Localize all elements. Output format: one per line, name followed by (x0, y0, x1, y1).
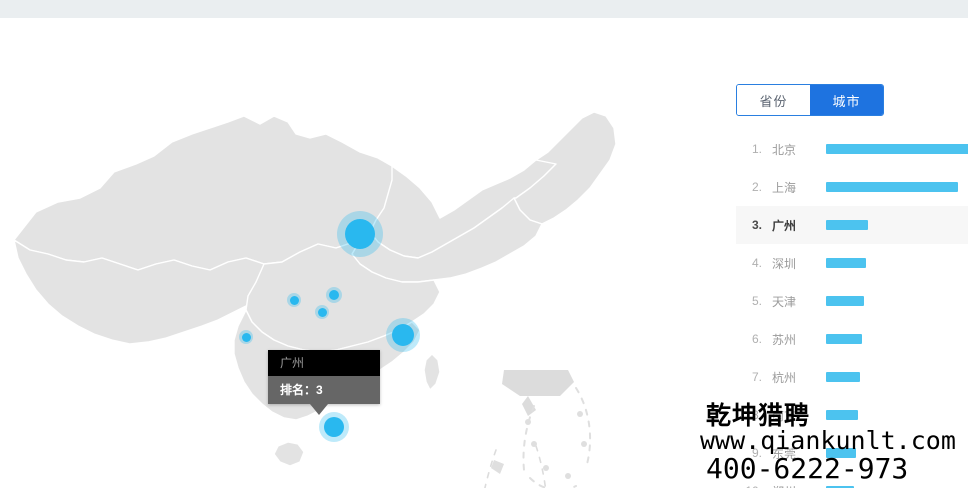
map-tooltip-title: 广州 (268, 350, 380, 376)
rank-row[interactable]: 3. 广州 (736, 206, 968, 244)
rank-city-name: 广州 (772, 218, 797, 233)
rank-city-name: 北京 (772, 142, 797, 157)
rank-city-name: 天津 (772, 294, 797, 309)
rank-bar-track (826, 182, 968, 192)
rank-row[interactable]: 9. 东莞 (736, 434, 968, 472)
rank-bar (826, 258, 866, 268)
rank-number: 7. (751, 370, 762, 384)
rank-bar (826, 448, 856, 458)
rank-city-name: 杭州 (772, 370, 797, 385)
rank-row[interactable]: 5. 天津 (736, 282, 968, 320)
rank-number: 4. (751, 256, 762, 270)
rank-bar (826, 372, 860, 382)
rank-bar-track (826, 448, 968, 458)
map-tooltip-arrow (310, 404, 328, 415)
rank-city-name: 上海 (772, 180, 797, 195)
rank-bar-track (826, 220, 968, 230)
rank-number: 3. (751, 218, 762, 232)
rank-city-name: 深圳 (772, 256, 797, 271)
rank-row[interactable]: 2. 上海 (736, 168, 968, 206)
rank-number: 8. (751, 408, 762, 422)
watermark-company: 乾坤猎聘 (706, 401, 811, 430)
tab-province[interactable]: 省份 (737, 85, 810, 115)
rank-bar (826, 486, 854, 488)
rank-number: 10. (736, 484, 762, 488)
map-tooltip: 广州 排名：3 (268, 350, 380, 415)
rank-row[interactable]: 6. 苏州 (736, 320, 968, 358)
rank-city-name: 苏州 (772, 332, 797, 347)
rank-bar-track (826, 258, 968, 268)
rank-city-name: 南京 (772, 408, 797, 423)
south-china-sea-inset (502, 370, 592, 488)
rank-city-name: 东莞 (772, 446, 797, 461)
rank-bar-track (826, 334, 968, 344)
rank-bar (826, 144, 968, 154)
rank-row[interactable]: 8. 南京 (736, 396, 968, 434)
rank-bar-track (826, 144, 968, 154)
rank-number: 9. (751, 446, 762, 460)
rank-bar (826, 296, 864, 306)
rank-row[interactable]: 10.郑州 (736, 472, 968, 488)
map-tooltip-rank: 排名：3 (268, 376, 380, 404)
rank-bar (826, 334, 862, 344)
rank-number: 2. (751, 180, 762, 194)
rank-bar (826, 220, 868, 230)
rank-bar (826, 410, 858, 420)
tab-city[interactable]: 城市 (810, 85, 883, 115)
china-map[interactable]: 广州 排名：3 (0, 18, 620, 488)
watermark-phone: 400-6222-973 (706, 452, 909, 485)
ranking-panel: 省份 城市 1. 北京 2. 上海 3. 广州 4. 深圳 5. 天津 6. 苏州 7. 杭州 8. 南京 9.… (736, 84, 968, 488)
rank-bar-track (826, 372, 968, 382)
rank-row[interactable]: 4. 深圳 (736, 244, 968, 282)
rank-row[interactable]: 7. 杭州 (736, 358, 968, 396)
rank-number: 5. (751, 294, 762, 308)
rank-bar (826, 182, 958, 192)
ranking-list: 1. 北京 2. 上海 3. 广州 4. 深圳 5. 天津 6. 苏州 7. 杭州 8. 南京 9. 东莞 10.郑… (736, 130, 968, 488)
rank-number: 1. (751, 142, 762, 156)
rank-city-name: 郑州 (762, 483, 826, 488)
watermark-website: www.qiankunlt.com (700, 426, 956, 455)
rank-bar-track (826, 296, 968, 306)
top-strip (0, 0, 968, 18)
scope-tabs[interactable]: 省份 城市 (736, 84, 884, 116)
rank-bar-track (826, 410, 968, 420)
rank-row[interactable]: 1. 北京 (736, 130, 968, 168)
rank-bar-track (826, 486, 968, 488)
rank-number: 6. (751, 332, 762, 346)
